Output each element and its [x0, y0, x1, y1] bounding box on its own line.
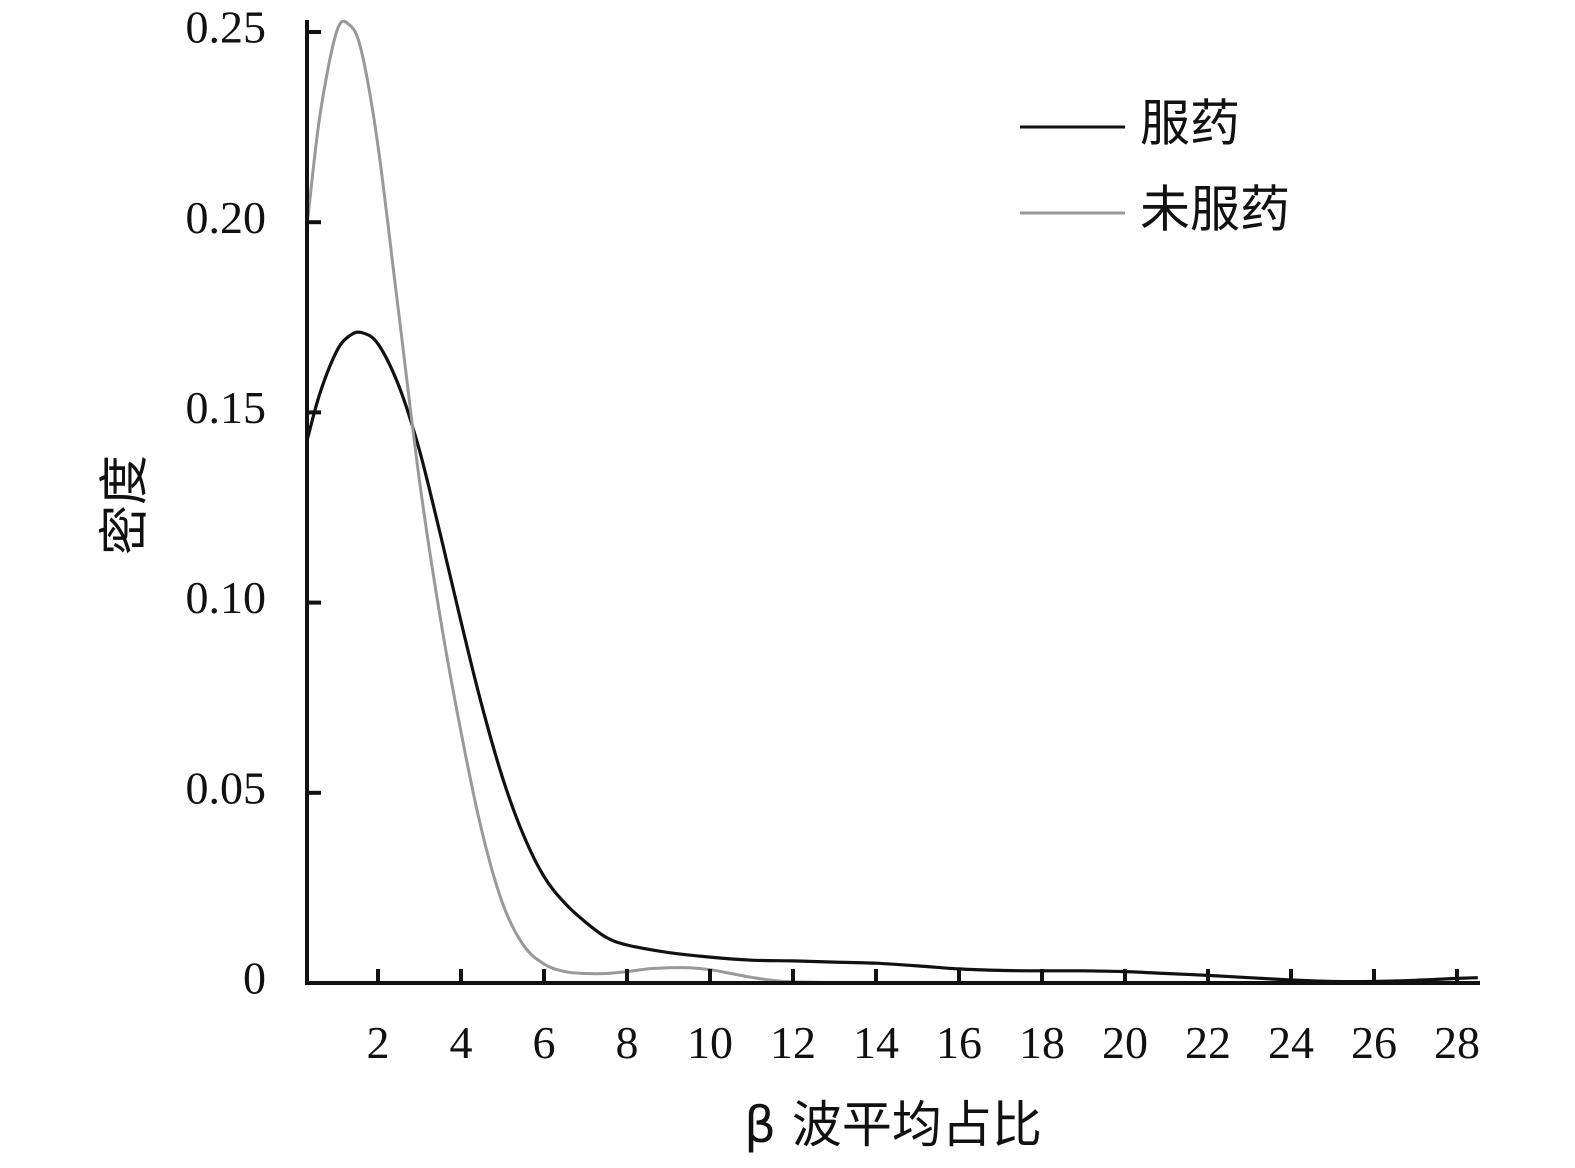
y-tick-label: 0.10: [186, 572, 267, 623]
series-layer: [305, 19, 1478, 985]
y-tick-label: 0: [243, 953, 266, 1004]
x-tick-label: 2: [367, 1017, 390, 1068]
axes-layer: [305, 20, 1480, 985]
x-tick-label: 24: [1268, 1017, 1314, 1068]
legend-label-1: 服药: [1140, 95, 1240, 153]
x-tick-label: 16: [936, 1017, 982, 1068]
x-tick-label: 14: [853, 1017, 899, 1068]
x-tick-label: 18: [1019, 1017, 1065, 1068]
legend: 服药 未服药: [1020, 95, 1290, 239]
series-line-2: [305, 19, 1478, 985]
x-tick-label: 4: [450, 1017, 473, 1068]
x-axis-ticks: 2 4 6 8 10 12 14 16 18 20 22 24 26 28: [367, 969, 1480, 1068]
y-axis-ticks: 0 0.05 0.10 0.15 0.20 0.25: [186, 2, 321, 1004]
y-tick-label: 0.20: [186, 192, 267, 243]
x-tick-label: 10: [687, 1017, 733, 1068]
y-axis-title: 密度: [96, 455, 154, 555]
x-tick-label: 12: [770, 1017, 816, 1068]
y-tick-label: 0.25: [186, 2, 267, 53]
x-tick-label: 8: [616, 1017, 639, 1068]
series-line-1: [305, 330, 1478, 984]
x-tick-label: 28: [1434, 1017, 1480, 1068]
x-tick-label: 22: [1185, 1017, 1231, 1068]
y-tick-label: 0.15: [186, 382, 267, 433]
x-tick-label: 6: [533, 1017, 556, 1068]
legend-label-2: 未服药: [1140, 181, 1290, 239]
x-tick-label: 26: [1351, 1017, 1397, 1068]
x-tick-label: 20: [1102, 1017, 1148, 1068]
y-tick-label: 0.05: [186, 762, 267, 813]
x-axis-title: β 波平均占比: [744, 1096, 1042, 1154]
